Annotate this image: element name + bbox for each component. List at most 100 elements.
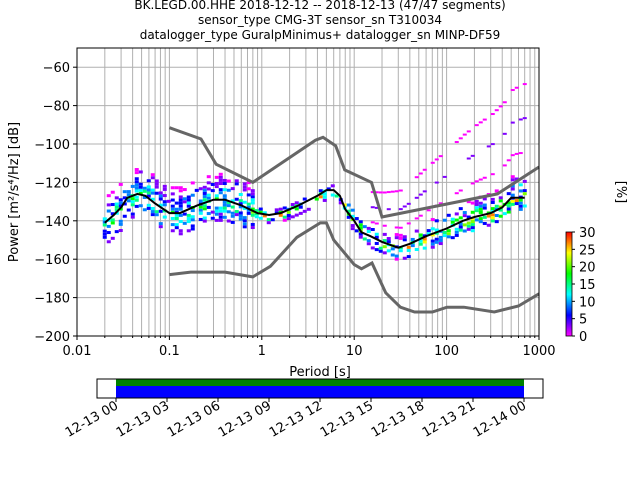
heatmap-cell bbox=[130, 215, 135, 219]
heatmap-cell bbox=[462, 229, 467, 233]
heatmap-cell bbox=[150, 176, 155, 180]
colorbar-tick-label: 30 bbox=[579, 226, 596, 241]
heatmap-cell bbox=[374, 248, 379, 252]
heatmap-cell bbox=[478, 217, 483, 221]
heatmap-cell bbox=[414, 229, 419, 233]
heatmap-cell bbox=[518, 189, 523, 193]
heatmap-cell bbox=[222, 182, 227, 186]
heatmap-cell bbox=[242, 222, 247, 226]
heatmap-cell bbox=[246, 193, 251, 197]
heatmap-cell bbox=[218, 218, 223, 222]
heatmap-cell bbox=[102, 235, 107, 239]
heatmap-cell bbox=[442, 175, 447, 178]
heatmap-cell bbox=[386, 240, 391, 244]
heatmap-cell bbox=[290, 215, 295, 219]
x-axis-label: Period [s] bbox=[289, 365, 351, 380]
heatmap-cell bbox=[206, 212, 211, 216]
heatmap-cell bbox=[178, 204, 183, 208]
heatmap-cell bbox=[450, 217, 455, 221]
heatmap-cell bbox=[482, 197, 487, 201]
heatmap-cell bbox=[206, 187, 211, 191]
heatmap-cell bbox=[434, 181, 439, 184]
heatmap-cell bbox=[150, 188, 155, 192]
heatmap-cell bbox=[242, 225, 247, 229]
heatmap-cell bbox=[254, 215, 259, 219]
heatmap-cell bbox=[322, 198, 327, 202]
heatmap-cell bbox=[134, 171, 139, 175]
heatmap-cell bbox=[522, 189, 527, 193]
heatmap-cell bbox=[322, 195, 327, 199]
heatmap-cell bbox=[418, 233, 423, 237]
heatmap-cell bbox=[518, 152, 523, 155]
heatmap-cell bbox=[366, 229, 371, 233]
heatmap-cell bbox=[354, 229, 359, 233]
heatmap-cell bbox=[150, 173, 155, 177]
heatmap-cell bbox=[114, 230, 119, 234]
heatmap-cell bbox=[250, 226, 255, 230]
heatmap-cell bbox=[246, 211, 251, 215]
heatmap-cell bbox=[298, 205, 303, 209]
heatmap-cell bbox=[522, 83, 527, 86]
heatmap-cell bbox=[246, 202, 251, 206]
heatmap-cell bbox=[122, 214, 127, 218]
heatmap-cell bbox=[430, 161, 435, 164]
heatmap-cell bbox=[134, 186, 139, 190]
heatmap-cell bbox=[378, 246, 383, 250]
heatmap-cell bbox=[446, 235, 451, 239]
heatmap-cell bbox=[510, 199, 515, 203]
heatmap-cell bbox=[106, 209, 111, 213]
heatmap-cell bbox=[366, 239, 371, 243]
heatmap-cell bbox=[498, 199, 503, 203]
heatmap-cell bbox=[374, 235, 379, 239]
heatmap-cell bbox=[514, 202, 519, 206]
heatmap-cell bbox=[382, 245, 387, 249]
heatmap-cell bbox=[490, 200, 495, 204]
heatmap-cell bbox=[114, 196, 119, 200]
heatmap-cell bbox=[234, 213, 239, 217]
heatmap-cell bbox=[430, 233, 435, 237]
heatmap-cell bbox=[374, 191, 379, 194]
heatmap-cell bbox=[302, 197, 307, 201]
heatmap-cell bbox=[514, 199, 519, 203]
heatmap-cell bbox=[142, 195, 147, 199]
grid bbox=[77, 48, 539, 336]
heatmap-cell bbox=[394, 236, 399, 240]
chart-title-line-2: sensor_type CMG-3T sensor_sn T310034 bbox=[197, 13, 443, 27]
y-tick-label: −80 bbox=[43, 100, 70, 115]
heatmap-cell bbox=[498, 105, 503, 108]
heatmap-cell bbox=[138, 204, 143, 208]
heatmap-cell bbox=[222, 215, 227, 219]
heatmap-cell bbox=[198, 205, 203, 209]
heatmap-cell bbox=[210, 216, 215, 220]
heatmap-cell bbox=[450, 220, 455, 224]
heatmap-cell bbox=[406, 255, 411, 259]
heatmap-cell bbox=[250, 213, 255, 217]
heatmap-cell bbox=[130, 197, 135, 201]
heatmap-cell bbox=[422, 237, 427, 241]
heatmap-cell bbox=[178, 207, 183, 211]
heatmap-cell bbox=[158, 209, 163, 213]
heatmap-cell bbox=[262, 211, 267, 215]
heatmap-cell bbox=[162, 203, 167, 207]
heatmap-cell bbox=[454, 192, 459, 195]
heatmap-cell bbox=[438, 202, 443, 205]
x-tick-label: 1 bbox=[258, 344, 266, 359]
heatmap-cell bbox=[254, 209, 259, 213]
heatmap-cell bbox=[230, 199, 235, 203]
heatmap-cell bbox=[190, 215, 195, 219]
heatmap-cell bbox=[458, 225, 463, 229]
heatmap-cell bbox=[494, 204, 499, 208]
heatmap-cell bbox=[358, 232, 363, 236]
heatmap-cell bbox=[234, 197, 239, 201]
heatmap-cell bbox=[138, 191, 143, 195]
heatmap-cell bbox=[134, 177, 139, 181]
heatmap-cell bbox=[490, 213, 495, 217]
heatmap-cell bbox=[250, 201, 255, 205]
heatmap-cell bbox=[290, 203, 295, 207]
heatmap-cell bbox=[218, 172, 223, 176]
heatmap-cell bbox=[482, 206, 487, 210]
heatmap-cell bbox=[510, 178, 515, 182]
heatmap-cell bbox=[410, 244, 415, 248]
heatmap-cell bbox=[294, 207, 299, 211]
heatmap-cell bbox=[150, 197, 155, 201]
